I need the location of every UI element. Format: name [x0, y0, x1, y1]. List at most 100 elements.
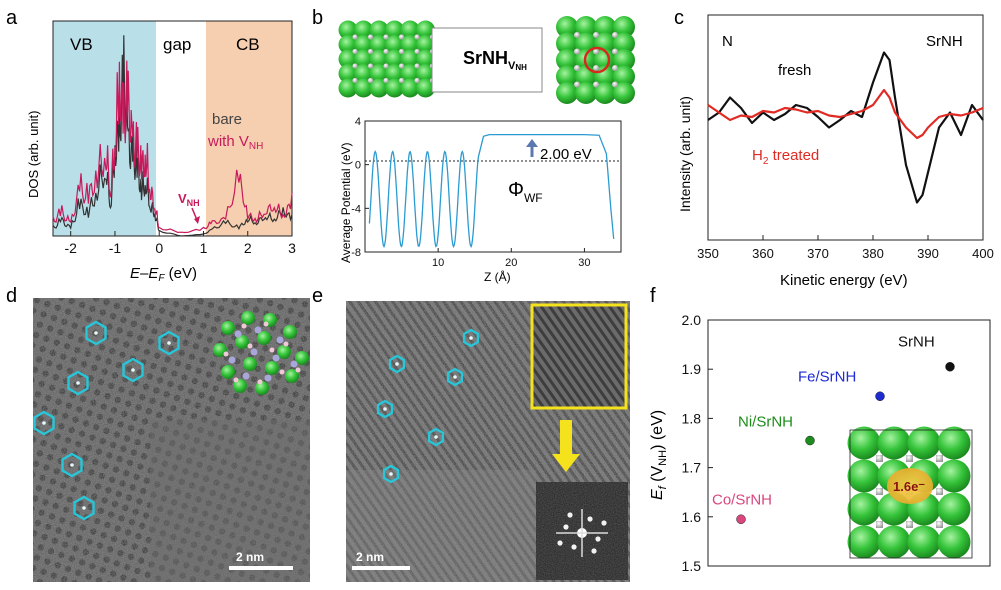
sr-atom: [594, 16, 616, 38]
hexagon-marker: [85, 320, 107, 346]
cell-outline: [849, 429, 973, 559]
h-atom: [612, 81, 618, 88]
sr-atom: [338, 20, 358, 40]
sr-atom: [556, 82, 578, 104]
h-atom: [876, 455, 883, 462]
h-atom: [593, 48, 599, 55]
fft-spots: [556, 509, 608, 557]
vnh-annotation: VNH: [178, 191, 200, 208]
h-atom: [574, 65, 580, 71]
sr-atom: [369, 64, 389, 83]
xtick-label: 1: [200, 240, 208, 256]
hexagon-center: [434, 435, 438, 439]
panel-c-xlabel: Kinetic energy (eV): [780, 272, 908, 289]
panel-a-xlabel: E–EF (eV): [130, 265, 197, 284]
n-atom: [264, 374, 272, 382]
h-atom: [383, 77, 389, 84]
hexagon-marker: [376, 399, 394, 419]
sr-atom: [354, 78, 373, 98]
hexagon-marker: [122, 357, 144, 383]
panel-f-yticks: 2.0 1.9 1.8 1.7 1.6 1.5: [682, 312, 713, 574]
xps-series-fresh: [707, 51, 984, 204]
scale-bar-e: [352, 566, 410, 570]
h-atom: [352, 48, 358, 55]
panel-b-ticks: 4 0 -4 -8 10 20 30: [351, 116, 590, 269]
sr-atom: [277, 345, 291, 359]
h-atom: [414, 77, 420, 84]
slab-title-box: [431, 27, 543, 93]
hexagon-center: [383, 407, 387, 411]
scale-label-d: 2 nm: [236, 550, 264, 564]
formation-energy-points: Co/SrNH Ni/SrNH Fe/SrNH SrNH: [712, 334, 955, 525]
sr-atom: [416, 78, 435, 98]
sr-atom: [213, 343, 227, 357]
sr-atom: [556, 49, 578, 71]
point-label: Co/SrNH: [712, 491, 772, 508]
ytick-label: 4: [355, 116, 361, 128]
panel-f-ylabel: Ef (VNH) (eV): [649, 410, 669, 500]
cyan-hexagon-markers-e: [376, 328, 480, 484]
sr-atom: [400, 35, 420, 54]
panel-e: e 2 nm: [312, 285, 630, 582]
potential-line: [368, 133, 615, 249]
sr-atom: [255, 381, 269, 395]
sr-atom: [235, 335, 249, 349]
sr-atom: [400, 20, 420, 40]
cb-label: CB: [236, 35, 260, 54]
sr-atom: [937, 426, 971, 460]
point-ni-srnh: [805, 435, 815, 446]
n-atom: [272, 354, 280, 362]
ytick-label: 1.8: [682, 410, 702, 426]
hexagon-marker: [462, 328, 480, 348]
sr-atom: [416, 49, 435, 69]
sr-atom: [847, 459, 881, 493]
xtick-label: 2: [244, 240, 252, 256]
h-atom: [367, 34, 374, 40]
sr-atom: [221, 365, 235, 379]
sr-atom: [575, 82, 597, 104]
h-atom: [223, 351, 229, 357]
sr-atom: [416, 35, 435, 54]
point-label: Ni/SrNH: [738, 414, 793, 431]
sr-atom: [847, 525, 881, 559]
h-atom: [593, 32, 599, 38]
sr-atom: [221, 321, 235, 335]
panel-label-a: a: [6, 7, 18, 29]
hexagon-marker: [67, 370, 89, 396]
xtick-label: 0: [155, 240, 163, 256]
sr-atom: [369, 20, 389, 40]
hexagon-center: [131, 368, 135, 372]
sr-atom: [416, 64, 435, 83]
hexagon-marker: [382, 464, 400, 484]
sr-atom: [369, 35, 389, 54]
h-atom: [593, 65, 599, 71]
ytick-label: 0: [355, 160, 361, 172]
material-label: SrNH: [926, 33, 963, 50]
sr-atom: [907, 525, 941, 559]
hexagon-center: [453, 375, 457, 379]
sr-atom: [285, 369, 299, 383]
xtick-label: 400: [972, 246, 994, 261]
sr-atom: [937, 525, 971, 559]
dos-curves: [52, 35, 293, 237]
sr-atom: [241, 311, 255, 325]
point-label: SrNH: [898, 334, 935, 351]
panel-a-xticks: -2 -1 0 1 2 3: [64, 231, 296, 256]
h-atom: [906, 455, 913, 462]
h-atom: [398, 48, 405, 55]
n-atom: [242, 372, 250, 380]
zoom-inset-box: [530, 303, 628, 410]
sr-atom: [385, 64, 404, 83]
hexagon-marker: [33, 410, 55, 436]
sr-atom: [385, 35, 404, 54]
charge-cloud: [887, 468, 933, 504]
h-atom: [241, 323, 247, 329]
h-atom: [257, 379, 263, 385]
hexagon-marker: [73, 495, 95, 521]
h-atom: [367, 77, 374, 84]
sr-atom: [613, 16, 635, 38]
h-atom: [352, 34, 358, 40]
fft-spot: [587, 516, 593, 522]
h2-treated-label: H2 treated: [752, 147, 819, 167]
